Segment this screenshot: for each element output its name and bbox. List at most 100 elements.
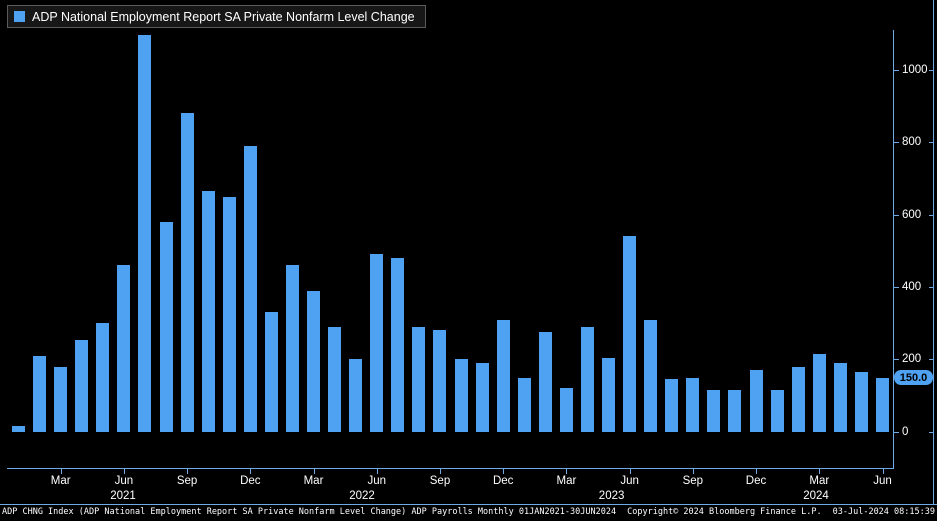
y-axis-label: 200 xyxy=(902,353,922,366)
right-frame-line xyxy=(933,0,934,505)
footer: ADP CHNG Index (ADP National Employment … xyxy=(2,507,935,517)
bar[interactable] xyxy=(728,390,742,432)
legend[interactable]: ADP National Employment Report SA Privat… xyxy=(7,5,426,28)
bar[interactable] xyxy=(222,196,236,432)
y-axis: 0 200 400 600 800 1000 xyxy=(893,30,937,468)
y-axis-label: 800 xyxy=(902,136,922,149)
x-axis-year-label: 2023 xyxy=(598,490,625,502)
bar[interactable] xyxy=(580,326,594,432)
bar[interactable] xyxy=(264,312,278,432)
y-axis-outer-tick xyxy=(929,431,934,433)
x-axis-tick xyxy=(123,469,125,474)
x-axis-year-label: 2021 xyxy=(110,490,136,502)
y-axis-tick xyxy=(893,431,899,433)
x-axis-month-label: Mar xyxy=(809,475,830,487)
bar[interactable] xyxy=(307,290,321,432)
x-axis-year-label: 2024 xyxy=(803,490,829,502)
y-axis-label: 1000 xyxy=(902,63,928,76)
bar[interactable] xyxy=(812,354,826,432)
x-axis-month-label: Dec xyxy=(745,475,767,487)
footer-copyright: Copyright© 2024 Bloomberg Finance L.P. xyxy=(627,507,822,517)
x-axis-month-label: Mar xyxy=(556,475,577,487)
bar[interactable] xyxy=(749,370,763,432)
x-axis-month-label: Sep xyxy=(682,475,704,487)
x-axis-tick xyxy=(376,469,378,474)
x-axis-month-label: Dec xyxy=(240,475,261,487)
y-axis-outer-tick xyxy=(929,69,934,71)
bar[interactable] xyxy=(349,359,363,432)
x-axis-tick xyxy=(187,469,189,474)
bar[interactable] xyxy=(496,319,510,432)
bar[interactable] xyxy=(180,113,194,432)
y-axis-label: 400 xyxy=(902,281,922,293)
x-axis-month-label: Mar xyxy=(303,475,324,487)
bar[interactable] xyxy=(623,236,637,432)
bar[interactable] xyxy=(391,258,405,432)
x-axis-tick xyxy=(756,469,757,474)
bar[interactable] xyxy=(475,363,489,432)
y-axis-tick xyxy=(893,69,899,71)
bar[interactable] xyxy=(412,326,426,432)
footer-separator xyxy=(0,504,937,505)
y-axis-line xyxy=(893,30,894,469)
plot-area[interactable] xyxy=(8,30,893,468)
y-axis-outer-tick xyxy=(929,214,934,216)
bar[interactable] xyxy=(159,221,173,432)
x-axis: Mar Jun Sep Dec Mar Jun Sep Dec Mar Jun Sep Dec Mar J… xyxy=(8,469,893,505)
bar[interactable] xyxy=(138,35,152,432)
y-axis-tick xyxy=(893,142,899,144)
x-axis-line xyxy=(7,468,894,469)
bar[interactable] xyxy=(285,265,299,432)
bar[interactable] xyxy=(96,323,110,432)
bar[interactable] xyxy=(433,330,447,432)
bar[interactable] xyxy=(686,377,700,432)
bar[interactable] xyxy=(875,377,889,432)
x-axis-year-label: 2022 xyxy=(349,490,375,502)
bar[interactable] xyxy=(201,191,215,432)
bar[interactable] xyxy=(707,390,721,432)
bar[interactable] xyxy=(538,332,552,432)
x-axis-month-label: Jun xyxy=(367,475,387,487)
y-axis-tick xyxy=(893,214,899,216)
y-axis-outer-tick xyxy=(929,142,934,144)
bar[interactable] xyxy=(54,366,68,432)
footer-security-info: ADP CHNG Index (ADP National Employment … xyxy=(2,507,617,517)
x-axis-tick xyxy=(629,469,631,474)
bar[interactable] xyxy=(602,357,616,432)
bar[interactable] xyxy=(243,145,257,432)
y-axis-label: 0 xyxy=(902,425,909,438)
x-axis-tick xyxy=(60,469,62,474)
bar[interactable] xyxy=(833,363,847,432)
bar[interactable] xyxy=(33,355,47,432)
x-axis-month-label: Jun xyxy=(873,475,892,487)
x-axis-tick xyxy=(503,469,505,474)
bar[interactable] xyxy=(559,388,573,432)
x-axis-tick xyxy=(313,469,315,474)
footer-timestamp: 03-Jul-2024 08:15:39 xyxy=(832,507,935,517)
x-axis-month-label: Jun xyxy=(114,475,134,487)
y-axis-outer-tick xyxy=(929,287,934,288)
bar[interactable] xyxy=(328,326,342,432)
y-axis-tick xyxy=(893,287,899,288)
x-axis-month-label: Jun xyxy=(620,475,639,487)
y-axis-tick xyxy=(893,359,899,361)
bar[interactable] xyxy=(370,254,384,432)
bar[interactable] xyxy=(791,366,805,432)
y-axis-outer-tick xyxy=(929,359,934,361)
bar[interactable] xyxy=(117,265,131,432)
x-axis-month-label: Mar xyxy=(50,475,71,487)
last-value-badge: 150.0 xyxy=(894,370,933,385)
bar[interactable] xyxy=(665,379,679,432)
x-axis-tick xyxy=(250,469,252,474)
x-axis-tick xyxy=(882,469,884,474)
bar[interactable] xyxy=(644,319,658,432)
bar[interactable] xyxy=(12,426,26,432)
bar[interactable] xyxy=(854,372,868,432)
bar[interactable] xyxy=(770,390,784,432)
legend-swatch-icon xyxy=(14,11,25,22)
bar[interactable] xyxy=(454,359,468,432)
bar[interactable] xyxy=(75,339,89,432)
bar[interactable] xyxy=(517,377,531,432)
x-axis-tick xyxy=(692,469,694,474)
